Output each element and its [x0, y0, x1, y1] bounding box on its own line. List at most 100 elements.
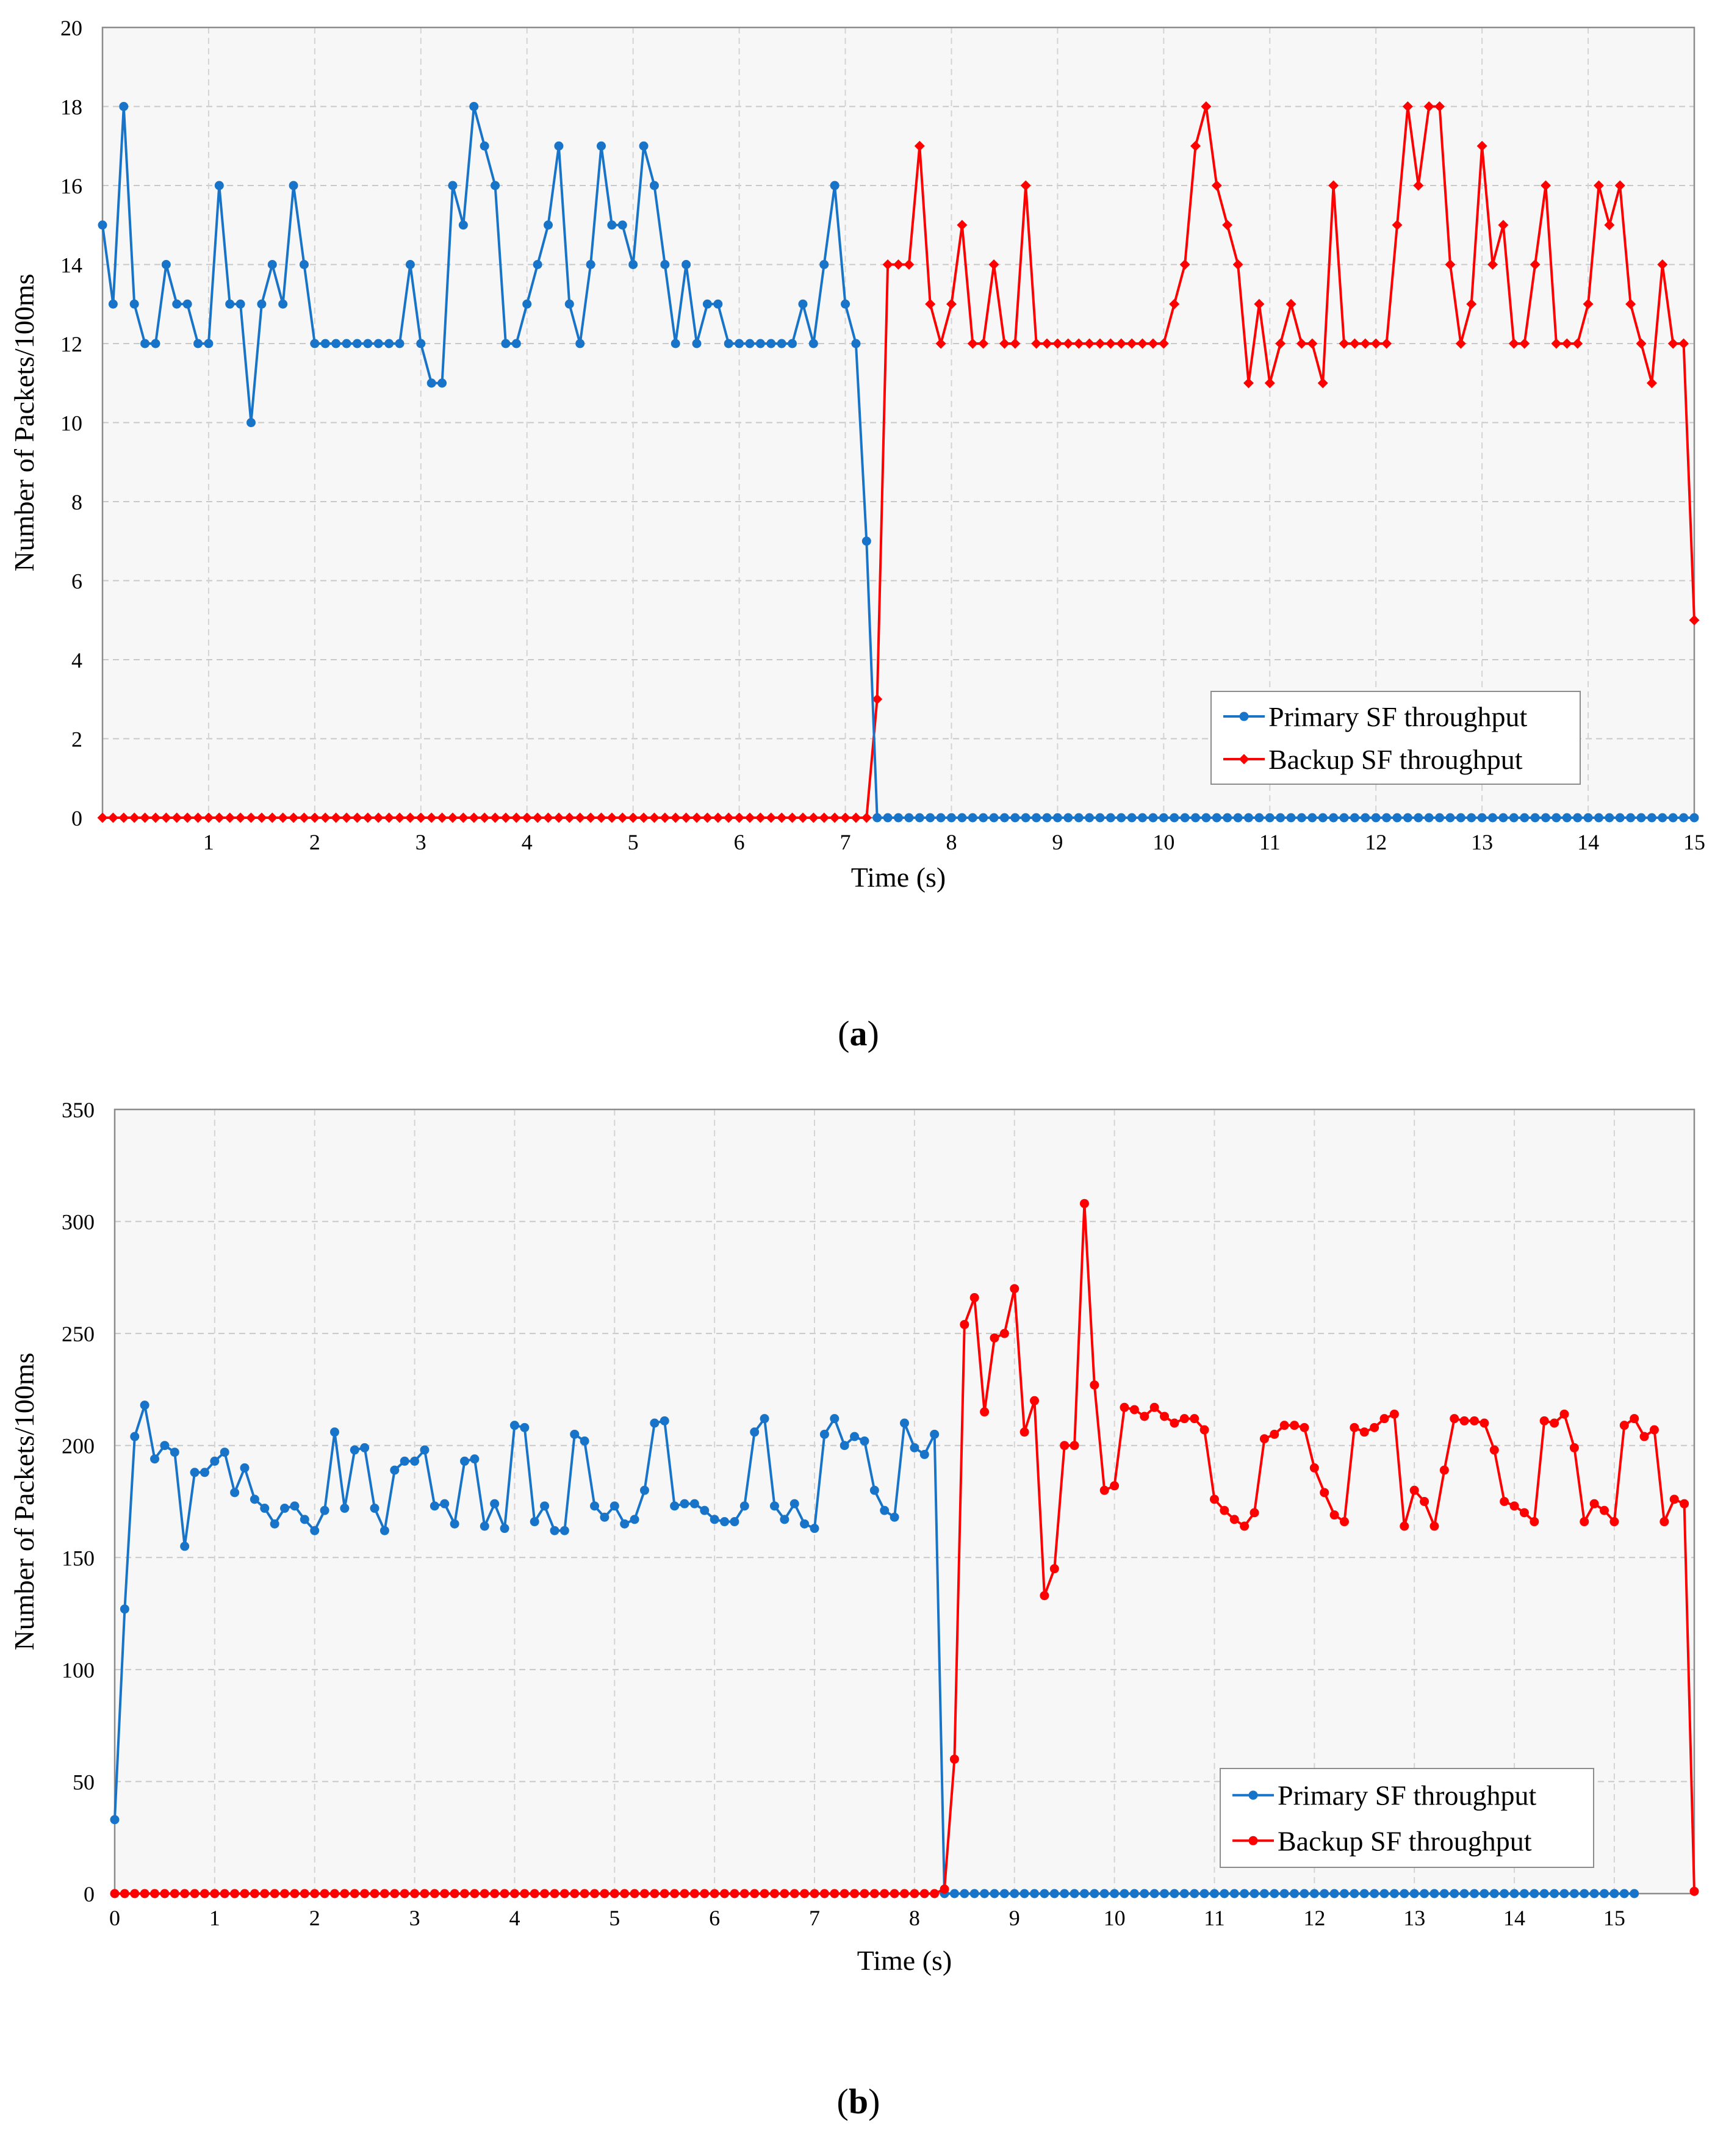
data-point [118, 812, 129, 823]
data-point [1140, 1411, 1149, 1421]
data-point [700, 1505, 710, 1515]
data-point [1116, 338, 1127, 349]
data-point [1090, 1380, 1099, 1390]
data-point [1209, 1889, 1219, 1898]
data-point [320, 812, 331, 823]
series-primary [98, 102, 1699, 823]
x-tick-label: 0 [109, 1906, 120, 1930]
data-point [1583, 813, 1593, 823]
data-point [97, 812, 108, 823]
data-point [310, 339, 320, 348]
data-point [1240, 1889, 1250, 1898]
data-point [780, 1889, 789, 1898]
data-point [363, 339, 373, 348]
data-point [260, 1889, 270, 1898]
data-point [819, 1429, 829, 1439]
data-point [532, 812, 543, 823]
data-point [680, 1499, 689, 1509]
data-point [151, 339, 160, 348]
x-tick-label: 11 [1204, 1906, 1225, 1930]
data-point [880, 1889, 890, 1898]
data-point [1279, 1421, 1289, 1430]
data-point [639, 1889, 649, 1898]
data-point [240, 1463, 250, 1473]
data-point [1120, 1889, 1129, 1898]
data-point [713, 812, 724, 823]
data-point [1500, 1497, 1509, 1506]
data-point [1370, 1889, 1379, 1898]
data-point [850, 812, 861, 823]
data-point [999, 1329, 1009, 1338]
data-point [894, 813, 903, 823]
data-point [936, 813, 946, 823]
plot-area [115, 1109, 1694, 1894]
data-point [660, 260, 670, 269]
data-point [395, 339, 405, 348]
data-point [230, 1889, 240, 1898]
data-point [638, 812, 649, 823]
data-point [1614, 180, 1625, 191]
data-point [256, 812, 267, 823]
y-tick-label: 2 [71, 727, 82, 752]
data-point [1229, 1889, 1239, 1898]
data-point [914, 140, 925, 151]
data-point [595, 812, 606, 823]
data-point [957, 220, 968, 231]
data-point [617, 220, 627, 230]
data-point [1309, 1889, 1319, 1898]
data-point [1296, 813, 1306, 823]
data-point [373, 339, 383, 348]
data-point [1669, 1494, 1679, 1504]
data-point [1190, 1889, 1199, 1898]
data-point [440, 1499, 450, 1509]
data-point [702, 812, 713, 823]
data-point [415, 812, 426, 823]
data-point [1079, 1889, 1089, 1898]
data-point [1105, 338, 1116, 349]
data-point [769, 1889, 779, 1898]
data-point [480, 141, 489, 151]
data-point [1445, 259, 1456, 270]
data-point [1079, 1199, 1089, 1208]
data-point [681, 812, 692, 823]
data-point [373, 812, 384, 823]
data-point [1300, 1422, 1309, 1432]
data-point [1647, 813, 1656, 823]
data-point [1223, 813, 1232, 823]
data-point [869, 1889, 879, 1898]
x-tick-label: 8 [946, 830, 957, 854]
data-point [200, 1468, 209, 1477]
y-tick-label: 50 [73, 1770, 95, 1794]
data-point [935, 338, 946, 349]
data-point [309, 812, 320, 823]
data-point [544, 220, 553, 230]
data-point [1445, 813, 1455, 823]
x-tick-label: 7 [840, 830, 851, 854]
data-point [1487, 259, 1498, 270]
data-point [1095, 813, 1105, 823]
data-point [840, 1889, 849, 1898]
data-point [777, 339, 786, 348]
y-tick-label: 0 [84, 1882, 95, 1906]
data-point [919, 1889, 929, 1898]
data-point [1609, 1517, 1619, 1527]
data-point [129, 812, 140, 823]
data-point [193, 339, 203, 348]
x-tick-label: 14 [1577, 830, 1599, 854]
x-tick-label: 7 [809, 1906, 820, 1930]
data-point [910, 1443, 919, 1452]
x-tick-label: 3 [415, 830, 426, 854]
data-point [161, 260, 171, 269]
data-point [267, 812, 278, 823]
data-point [979, 813, 988, 823]
data-point [919, 1449, 929, 1459]
data-point [1489, 1445, 1499, 1455]
data-point [1381, 338, 1392, 349]
data-point [1625, 298, 1636, 309]
data-point [1350, 1422, 1359, 1432]
data-point [270, 1889, 279, 1898]
y-tick-label: 8 [71, 490, 82, 514]
data-point [960, 1319, 969, 1329]
data-point [1429, 1889, 1439, 1898]
